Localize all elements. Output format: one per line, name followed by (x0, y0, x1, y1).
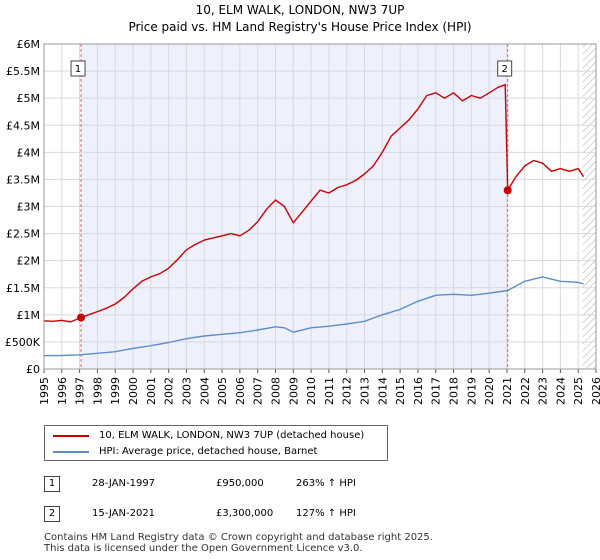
legend-label: 10, ELM WALK, LONDON, NW3 7UP (detached … (99, 430, 365, 441)
y-tick-label: £6M (17, 38, 41, 51)
property-price-line (43, 83, 585, 323)
x-tick-label: 2000 (127, 377, 140, 405)
sale-hpi-change: 263% ↑ HPI (296, 478, 356, 489)
x-tick-label: 1996 (56, 377, 69, 405)
x-tick-label: 1998 (91, 377, 104, 405)
y-tick-label: £2.5M (6, 228, 40, 241)
y-tick-label: £2M (17, 255, 41, 268)
y-tick-label: £3.5M (6, 173, 40, 186)
x-tick-label: 2004 (198, 377, 211, 405)
y-tick-label: £3M (17, 201, 41, 214)
sale-marker-label: 2 (501, 64, 507, 75)
sale-marker-label: 1 (75, 64, 81, 75)
legend: 10, ELM WALK, LONDON, NW3 7UP (detached … (44, 425, 388, 461)
y-tick-label: £0 (26, 363, 40, 376)
x-tick-label: 2025 (572, 377, 585, 405)
sale-date: 15-JAN-2021 (92, 508, 156, 519)
x-tick-label: 2007 (252, 377, 265, 405)
sale-date: 28-JAN-1997 (92, 478, 156, 489)
x-tick-label: 2001 (145, 377, 158, 405)
x-tick-label: 2008 (269, 377, 282, 405)
sale-marker-box (497, 60, 513, 77)
x-tick-label: 1999 (109, 377, 122, 405)
legend-label: HPI: Average price, detached house, Barn… (99, 446, 318, 457)
x-tick-label: 2016 (412, 377, 425, 405)
chart-subtitle: Price paid vs. HM Land Registry's House … (128, 20, 472, 34)
hpi-line-swatch (53, 451, 89, 453)
sale-number-badge: 1 (44, 476, 60, 492)
x-tick-label: 1995 (38, 377, 51, 405)
x-tick-label: 2019 (465, 377, 478, 405)
x-tick-label: 1997 (74, 377, 87, 405)
x-tick-label: 2013 (359, 377, 372, 405)
sale-hpi-change: 127% ↑ HPI (296, 508, 356, 519)
y-tick-label: £4M (17, 146, 41, 159)
x-tick-label: 2010 (305, 377, 318, 405)
x-tick-label: 2026 (590, 377, 600, 405)
sale-number-badge: 2 (44, 506, 60, 522)
y-tick-label: £5.5M (6, 65, 40, 78)
price-chart: £0 £500K £1M £1.5M £2M £2.5M £3M £3.5M £4M £4.5M £… (5, 38, 600, 405)
sale-point (77, 313, 86, 322)
x-tick-label: 2012 (341, 377, 354, 405)
x-tick-label: 2022 (519, 377, 532, 405)
x-tick-label: 2024 (554, 377, 567, 405)
x-tick-label: 2017 (430, 377, 443, 405)
x-tick-label: 2005 (216, 377, 229, 405)
y-tick-label: £1M (17, 309, 41, 322)
sale-price: £3,300,000 (216, 508, 274, 519)
x-tick-label: 2020 (483, 377, 496, 405)
sale-price: £950,000 (216, 478, 264, 489)
sale-marker-box (70, 60, 86, 77)
x-tick-label: 2015 (394, 377, 407, 405)
chart-title: 10, ELM WALK, LONDON, NW3 7UP (195, 3, 405, 17)
x-tick-label: 2003 (180, 377, 193, 405)
hpi-line (43, 276, 584, 357)
x-tick-label: 2014 (376, 377, 389, 405)
plot-border (43, 43, 597, 370)
x-tick-label: 2011 (323, 377, 336, 405)
y-tick-label: £5M (17, 92, 41, 105)
property-line-swatch (53, 435, 89, 437)
x-tick-label: 2006 (234, 377, 247, 405)
footer-attribution: Contains HM Land Registry data © Crown c… (44, 532, 433, 554)
x-tick-label: 2009 (287, 377, 300, 405)
footer-line: Contains HM Land Registry data © Crown c… (44, 532, 433, 543)
y-tick-label: £500K (5, 336, 41, 349)
y-tick-label: £4.5M (6, 119, 40, 132)
x-tick-label: 2018 (448, 377, 461, 405)
footer-line: This data is licensed under the Open Gov… (44, 543, 363, 554)
sale-point (503, 186, 512, 195)
x-tick-label: 2023 (537, 377, 550, 405)
x-tick-label: 2002 (163, 377, 176, 405)
x-tick-label: 2021 (501, 377, 514, 405)
y-tick-label: £1.5M (6, 282, 40, 295)
